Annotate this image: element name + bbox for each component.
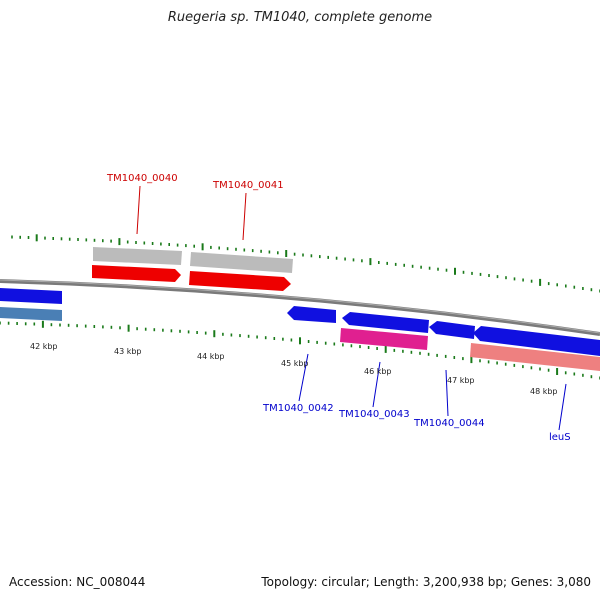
inner-tick-track [0,320,600,380]
kbp-label: 44 kbp [197,352,225,361]
gene-partial-left[interactable] [0,307,62,321]
kbp-label: 45 kbp [281,359,309,368]
cds-0043[interactable] [342,312,429,333]
kbp-label: 46 kbp [364,367,392,376]
gene-label-0043[interactable]: TM1040_0043 [338,409,410,420]
gene-feature-0041[interactable] [190,252,293,273]
genome-backbone-highlight [0,279,600,334]
cds-leuS[interactable] [473,326,600,356]
kbp-label: 43 kbp [114,347,142,356]
accession-text: Accession: NC_008044 [9,575,146,589]
genome-backbone [0,279,600,336]
kbp-label: 48 kbp [530,387,558,396]
gene-feature-leuS[interactable] [470,343,600,371]
gene-feature-0040[interactable] [93,247,182,265]
gene-label-0041[interactable]: TM1040_0041 [212,180,284,191]
cds-0041[interactable] [189,271,291,291]
gene-feature-0043[interactable] [340,328,428,350]
kbp-label: 47 kbp [447,376,475,385]
kbp-label: 42 kbp [30,342,58,351]
gene-label-0042[interactable]: TM1040_0042 [262,403,334,414]
genome-title: Ruegeria sp. TM1040, complete genome [167,10,433,25]
genome-summary-text: Topology: circular; Length: 3,200,938 bp… [261,575,591,589]
cds-0044[interactable] [429,321,475,339]
outer-tick-track [11,234,600,293]
gene-label-leuS[interactable]: leuS [549,432,571,443]
cds-partial-left[interactable] [0,288,62,304]
kbp-labels: 42 kbp 43 kbp 44 kbp 45 kbp 46 kbp 47 kb… [30,342,558,396]
gene-label-0040[interactable]: TM1040_0040 [106,173,178,184]
cds-0040[interactable] [92,265,181,282]
leader-lines [136,185,567,431]
gene-labels: TM1040_0040 TM1040_0041 TM1040_0042 TM10… [106,173,571,443]
cds-0042[interactable] [287,306,336,323]
gene-label-0044[interactable]: TM1040_0044 [413,418,485,429]
